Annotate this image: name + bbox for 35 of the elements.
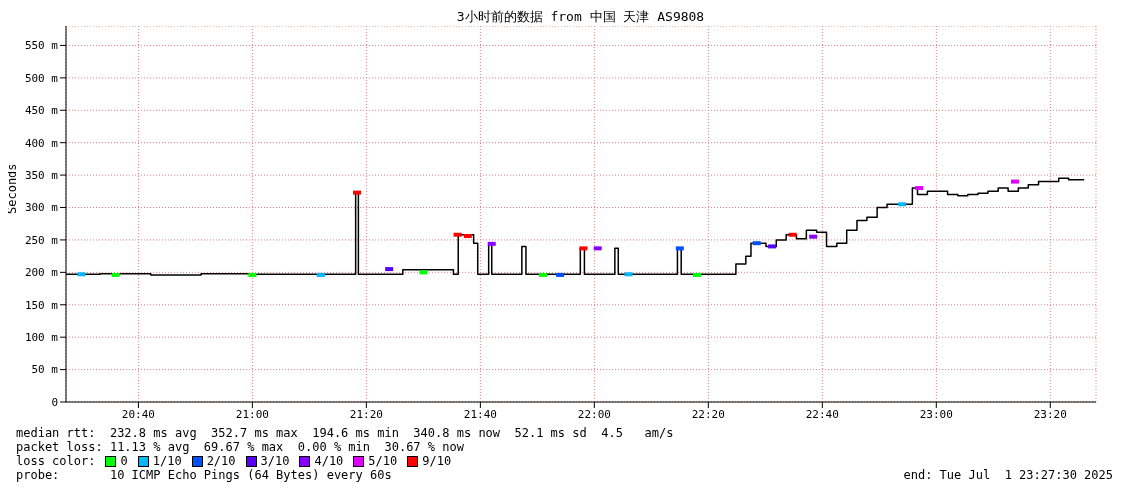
y-tick-label: 200 m bbox=[24, 266, 59, 280]
y-tick-label: 500 m bbox=[24, 71, 59, 85]
y-tick-label: 550 m bbox=[24, 39, 59, 53]
y-tick-label: 450 m bbox=[24, 104, 59, 118]
text: median rtt: 232.8 ms avg 352.7 ms max 194.6 ms min 340.8 ms now 52.1 ms sd 4.5 am/s bbox=[16, 426, 675, 440]
y-axis-title: Seconds bbox=[5, 163, 20, 214]
legend-label: 5/10 bbox=[368, 454, 398, 468]
y-tick-label: 300 m bbox=[24, 201, 59, 215]
text: end: Tue Jul 1 23:27:30 2025 bbox=[903, 468, 1113, 482]
x-tick-label: 21:40 bbox=[463, 407, 497, 421]
text: packet loss: 11.13 % avg 69.67 % max 0.00 % min 30.67 % now bbox=[16, 440, 465, 454]
legend-label: 1/10 bbox=[152, 454, 182, 468]
y-tick-label: 150 m bbox=[24, 298, 59, 312]
x-tick-label: 23:20 bbox=[1033, 407, 1067, 421]
y-tick-label: 400 m bbox=[24, 136, 59, 150]
legend-label: 4/10 bbox=[314, 454, 344, 468]
y-tick-label: 100 m bbox=[24, 331, 59, 345]
y-tick-label: 250 m bbox=[24, 233, 59, 247]
y-tick-label: 350 m bbox=[24, 169, 59, 183]
legend-label: 0 bbox=[120, 454, 128, 468]
y-tick-label: 50 m bbox=[31, 363, 59, 377]
text: loss color: bbox=[16, 454, 96, 468]
x-tick-label: 22:00 bbox=[577, 407, 611, 421]
legend-label: 2/10 bbox=[206, 454, 236, 468]
x-tick-label: 23:00 bbox=[919, 407, 953, 421]
legend-label: 3/10 bbox=[260, 454, 290, 468]
legend-label: 9/10 bbox=[422, 454, 452, 468]
x-tick-label: 21:20 bbox=[349, 407, 383, 421]
y-tick-label: 0 bbox=[51, 395, 58, 409]
x-tick-label: 22:20 bbox=[691, 407, 725, 421]
chart-title: 3小时前的数据 from 中国 天津 AS9808 bbox=[455, 8, 706, 26]
x-tick-label: 21:00 bbox=[235, 407, 269, 421]
text: probe: 10 ICMP Echo Pings (64 Bytes) every 60s bbox=[16, 468, 392, 482]
x-tick-label: 22:40 bbox=[805, 407, 839, 421]
x-tick-label: 20:40 bbox=[121, 407, 155, 421]
